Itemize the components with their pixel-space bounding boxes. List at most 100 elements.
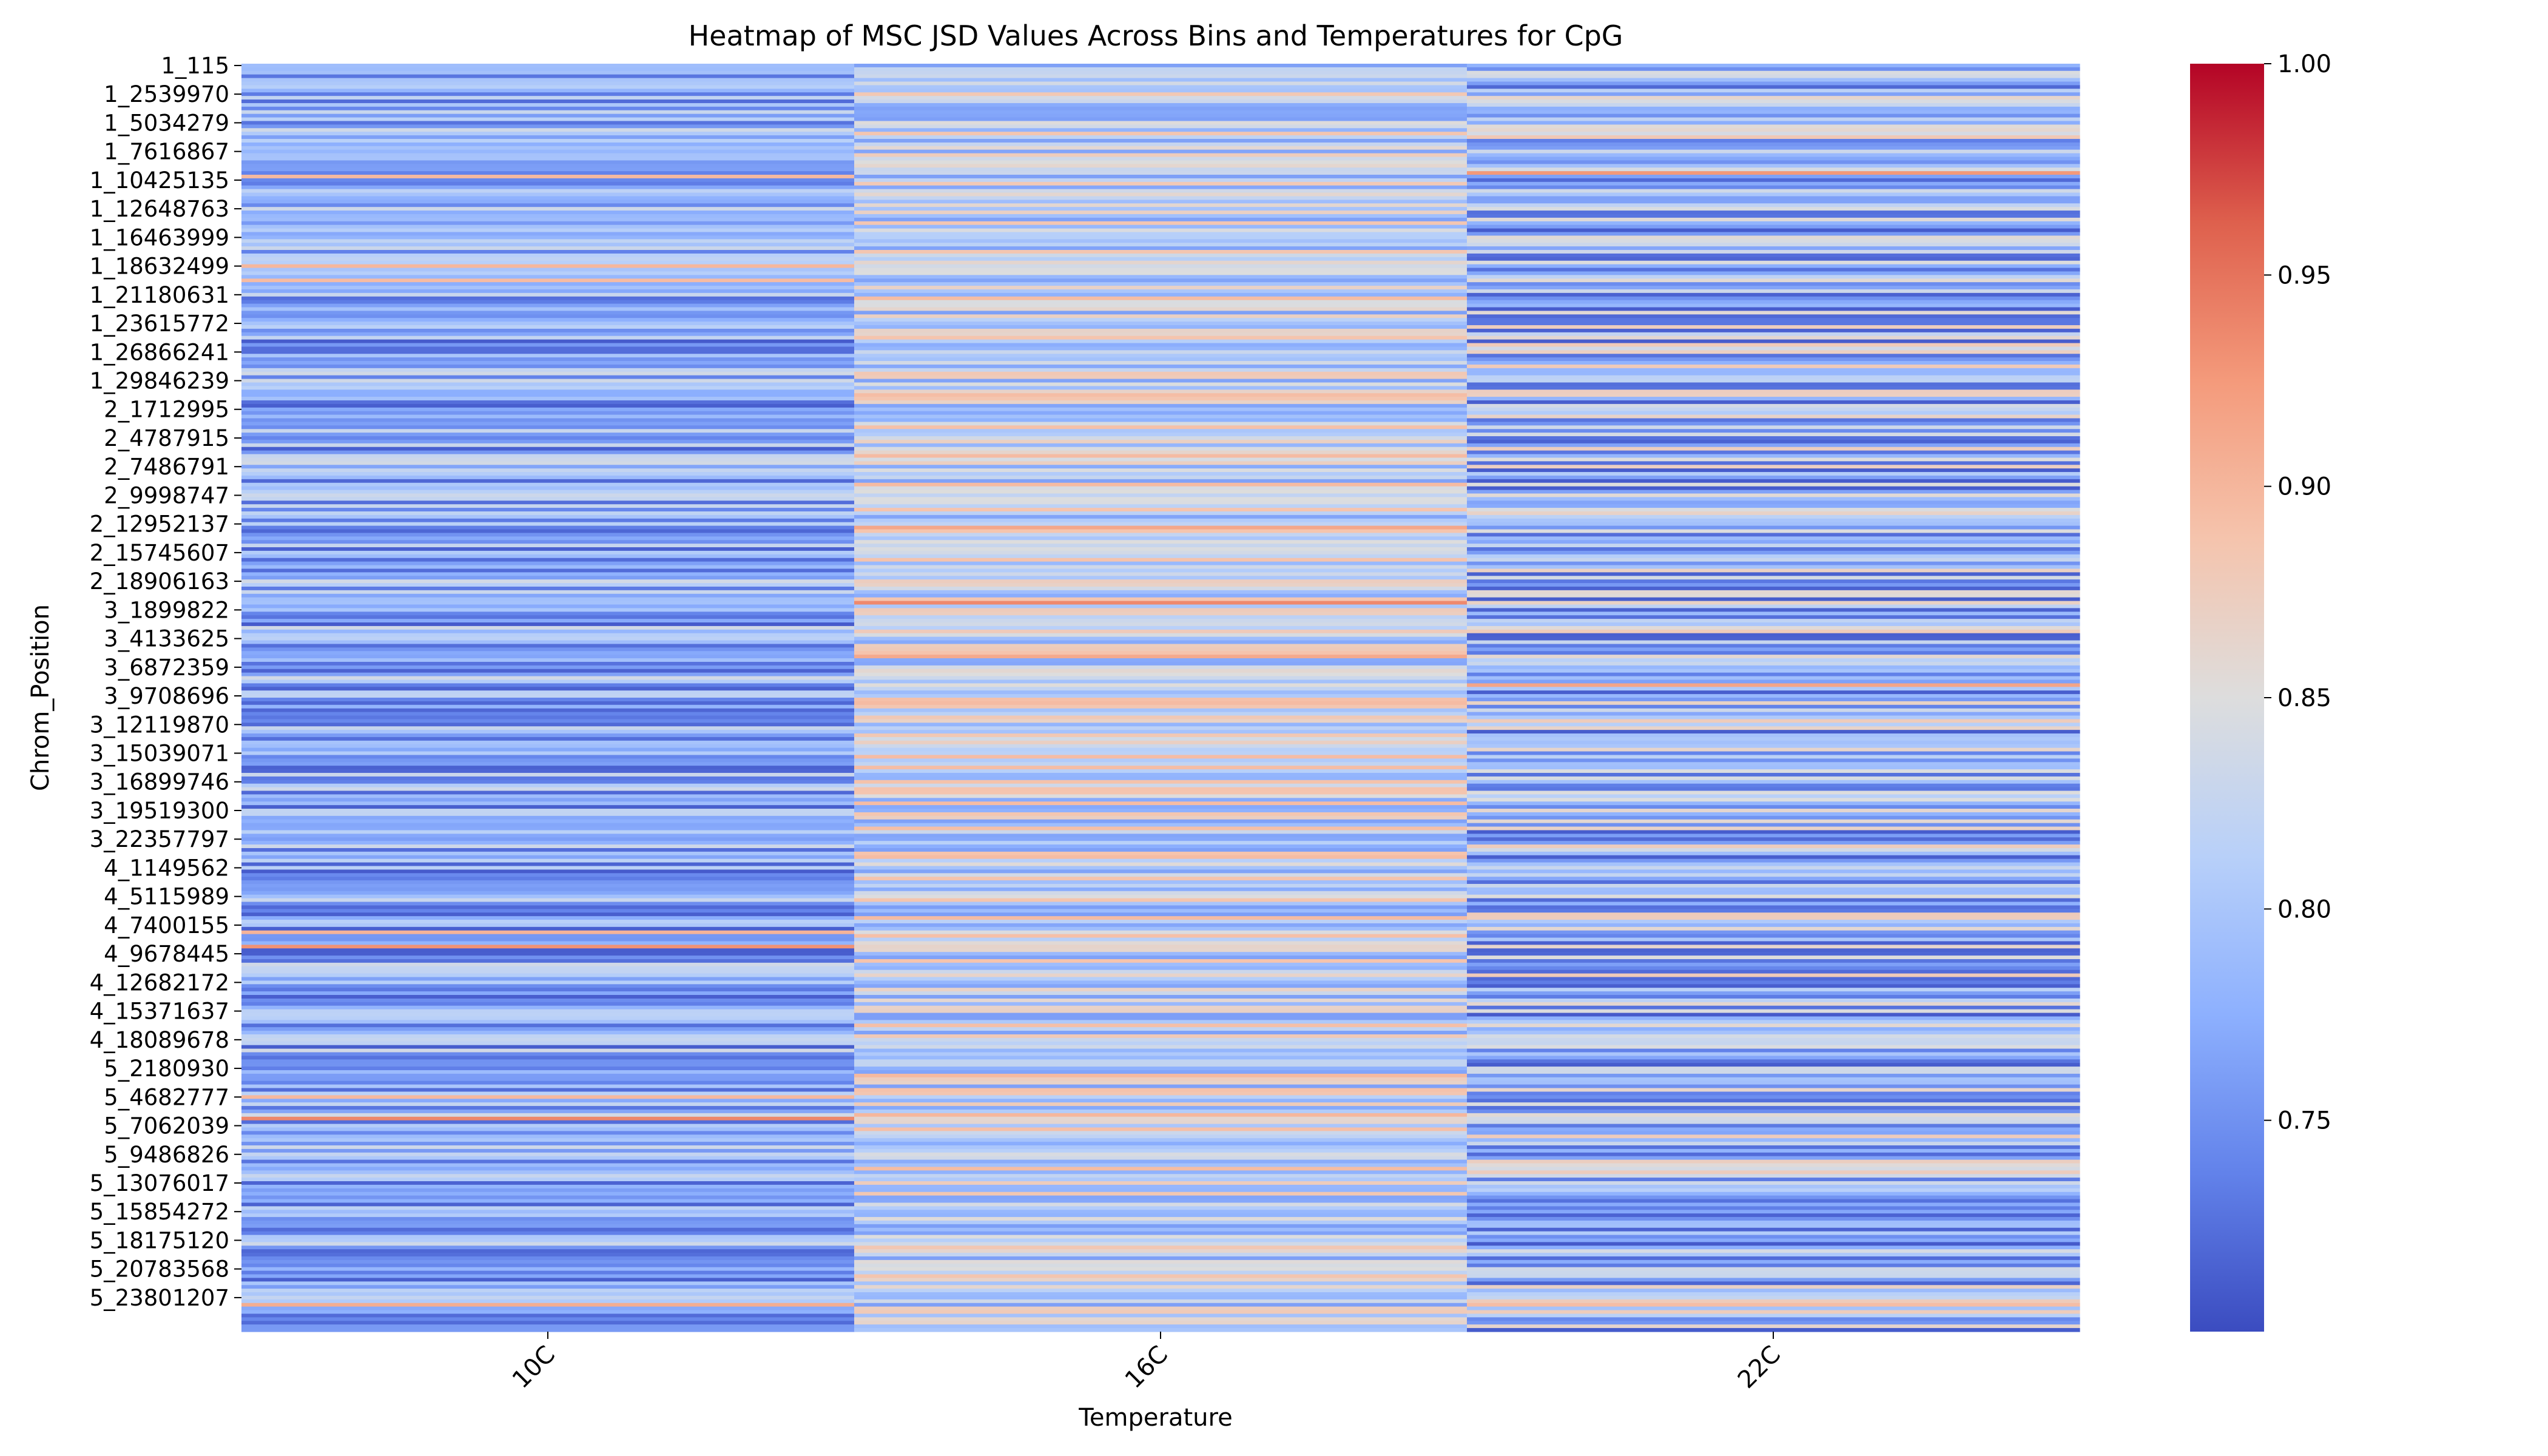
heatmap-cell (1467, 64, 2080, 68)
heatmap-cell (241, 124, 855, 129)
heatmap-cell (1467, 597, 2080, 602)
heatmap-cell (854, 171, 1468, 175)
heatmap-cell (1467, 1206, 2080, 1210)
heatmap-cell (1467, 880, 2080, 885)
heatmap-cell (1467, 969, 2080, 974)
heatmap-cell (854, 744, 1468, 749)
heatmap-cell (854, 508, 1468, 512)
y-tick-label: 3_19519300 (90, 798, 229, 824)
heatmap-cell (1467, 550, 2080, 555)
heatmap-cell (241, 1199, 855, 1204)
heatmap-cell (1467, 1181, 2080, 1185)
heatmap-cell (241, 346, 855, 351)
heatmap-cell (854, 67, 1468, 72)
heatmap-cell (241, 400, 855, 405)
heatmap-cell (1467, 181, 2080, 186)
heatmap-cell (854, 1067, 1468, 1071)
heatmap-cell (1467, 1199, 2080, 1204)
heatmap-cell (241, 966, 855, 971)
heatmap-cell (241, 851, 855, 856)
heatmap-cell (1467, 221, 2080, 226)
heatmap-cell (1467, 142, 2080, 147)
heatmap-cell (854, 948, 1468, 952)
heatmap-cell (854, 1048, 1468, 1053)
heatmap-cell (854, 200, 1468, 204)
heatmap-cell (241, 511, 855, 516)
heatmap-cell (1467, 1031, 2080, 1035)
heatmap-cell (241, 171, 855, 175)
heatmap-cell (241, 178, 855, 183)
heatmap-cell (1467, 644, 2080, 648)
heatmap-cell (1467, 497, 2080, 501)
heatmap-cell (241, 239, 855, 243)
heatmap-cell (1467, 809, 2080, 813)
heatmap-cell (1467, 625, 2080, 630)
heatmap-cell (1467, 1324, 2080, 1329)
heatmap-cell (1467, 508, 2080, 512)
heatmap-cell (241, 92, 855, 96)
heatmap-cell (241, 823, 855, 827)
heatmap-cell (1467, 744, 2080, 749)
heatmap-cell (854, 92, 1468, 96)
heatmap-cell (241, 1306, 855, 1311)
heatmap-cell (854, 214, 1468, 218)
heatmap-cell (854, 1016, 1468, 1020)
heatmap-cell (854, 794, 1468, 798)
y-tick-label: 5_9486826 (104, 1142, 229, 1168)
heatmap-cell (854, 135, 1468, 140)
heatmap-cell (241, 1178, 855, 1182)
heatmap-cell (1467, 704, 2080, 709)
heatmap-cell (241, 282, 855, 286)
heatmap-cell (241, 457, 855, 462)
heatmap-cell (241, 221, 855, 226)
heatmap-cell (241, 962, 855, 967)
heatmap-cell (241, 812, 855, 817)
heatmap-cell (854, 698, 1468, 702)
heatmap-cell (1467, 314, 2080, 318)
heatmap-cell (854, 286, 1468, 290)
heatmap-cell (1467, 1210, 2080, 1214)
heatmap-cell (1467, 977, 2080, 982)
heatmap-cell (1467, 89, 2080, 93)
heatmap-cell (1467, 1016, 2080, 1020)
heatmap-cell (1467, 1263, 2080, 1268)
heatmap-cell (241, 923, 855, 928)
heatmap-cell (241, 479, 855, 484)
heatmap-cell (241, 235, 855, 240)
heatmap-cell (1467, 533, 2080, 537)
heatmap-cell (854, 482, 1468, 487)
heatmap-cell (1467, 593, 2080, 598)
heatmap-cell (241, 106, 855, 111)
heatmap-cell (1467, 962, 2080, 967)
heatmap-cell (241, 1127, 855, 1131)
heatmap-cell (854, 1142, 1468, 1146)
heatmap-cell (241, 719, 855, 723)
heatmap-cell (241, 736, 855, 741)
heatmap-cell (241, 411, 855, 416)
heatmap-cell (854, 414, 1468, 419)
heatmap-cell (1467, 923, 2080, 928)
heatmap-cell (241, 762, 855, 766)
heatmap-cell (1467, 106, 2080, 111)
heatmap-cell (1467, 1127, 2080, 1131)
heatmap-cell (241, 500, 855, 505)
heatmap-cell (1467, 103, 2080, 107)
heatmap-cell (1467, 701, 2080, 706)
heatmap-cell (241, 905, 855, 909)
heatmap-cell (854, 1005, 1468, 1010)
heatmap-cell (854, 1292, 1468, 1296)
heatmap-cell (854, 934, 1468, 939)
heatmap-cell (241, 855, 855, 860)
heatmap-cell (241, 1070, 855, 1074)
heatmap-cell (1467, 601, 2080, 605)
heatmap-cell (241, 361, 855, 365)
heatmap-cell (1467, 175, 2080, 179)
heatmap-cell (241, 991, 855, 996)
y-tick-label: 5_20783568 (90, 1256, 229, 1282)
heatmap-cell (854, 400, 1468, 405)
heatmap-cell (1467, 1059, 2080, 1063)
heatmap-cell (1467, 232, 2080, 236)
heatmap-cell (854, 973, 1468, 978)
heatmap-cell (1467, 490, 2080, 494)
